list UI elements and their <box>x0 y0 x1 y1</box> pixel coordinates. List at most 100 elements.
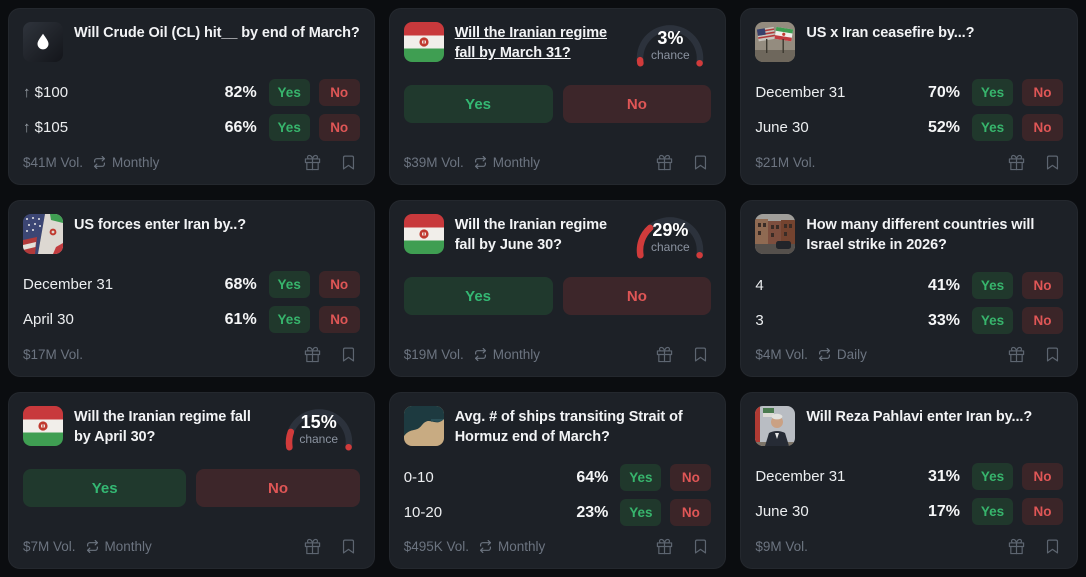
market-title[interactable]: Will Crude Oil (CL) hit__ by end of Marc… <box>74 25 360 41</box>
yes-button[interactable]: Yes <box>268 306 310 333</box>
gift-icon[interactable] <box>302 535 324 557</box>
market-title[interactable]: US forces enter Iran by..? <box>74 217 246 233</box>
card-header: Will Reza Pahlavi enter Iran by...? <box>755 406 1063 446</box>
market-title[interactable]: How many different countries will Israel… <box>806 217 1035 253</box>
bookmark-icon[interactable] <box>689 151 711 173</box>
market-title[interactable]: Will the Iranian regime fall by April 30… <box>74 409 251 445</box>
yes-button[interactable]: Yes <box>972 498 1013 525</box>
outcome-list: ↑ $100 82% Yes No ↑ $105 66% Yes No <box>23 75 360 145</box>
gift-icon[interactable] <box>653 151 675 173</box>
repeat-icon <box>818 347 831 361</box>
chance-gauge: 3% chance <box>629 20 711 68</box>
market-title[interactable]: Avg. # of ships transiting Strait of Hor… <box>454 409 683 445</box>
yes-button[interactable]: Yes <box>972 272 1013 299</box>
gift-icon[interactable] <box>1005 151 1027 173</box>
outcome-row: 3 33% Yes No <box>755 303 1063 338</box>
no-button[interactable]: No <box>1022 498 1063 525</box>
gift-icon[interactable] <box>1005 535 1027 557</box>
outcome-list: December 31 31% Yes No June 30 17% Yes N… <box>755 459 1063 529</box>
chance-gauge: 15% chance <box>278 404 360 452</box>
card-footer: $7M Vol. Monthly <box>23 535 360 557</box>
outcome-row: 4 41% Yes No <box>755 268 1063 303</box>
gift-icon[interactable] <box>302 151 324 173</box>
no-button[interactable]: No <box>1022 272 1063 299</box>
market-card-us-iran-ceasefire[interactable]: US x Iran ceasefire by...? December 31 7… <box>740 8 1078 185</box>
market-title[interactable]: Will Reza Pahlavi enter Iran by...? <box>806 409 1033 425</box>
gift-icon[interactable] <box>653 343 675 365</box>
no-button[interactable]: No <box>318 306 360 333</box>
gift-icon[interactable] <box>302 343 324 365</box>
no-button[interactable]: No <box>670 464 712 491</box>
market-card-crude-oil[interactable]: Will Crude Oil (CL) hit__ by end of Marc… <box>8 8 375 185</box>
outcome-probability: 33% <box>927 311 960 329</box>
up-arrow-icon: ↑ <box>23 119 31 136</box>
crossed-flags-icon <box>23 214 63 254</box>
market-card-reza-pahlavi[interactable]: Will Reza Pahlavi enter Iran by...? Dece… <box>740 392 1078 569</box>
volume-label: $39M Vol. <box>403 154 464 170</box>
outcome-row: June 30 52% Yes No <box>755 110 1063 145</box>
outcome-row: June 30 17% Yes No <box>755 494 1063 529</box>
outcome-probability: 17% <box>927 502 960 520</box>
market-card-iran-regime-march[interactable]: Will the Iranian regime fall by March 31… <box>388 8 727 185</box>
bookmark-icon[interactable] <box>338 535 360 557</box>
yes-button[interactable]: Yes <box>972 114 1013 141</box>
outcome-label: April 30 <box>23 311 74 328</box>
yes-button[interactable]: Yes <box>972 463 1013 490</box>
chance-percent: 3% <box>657 28 684 48</box>
yes-button[interactable]: Yes <box>23 469 187 507</box>
no-button[interactable]: No <box>318 114 360 141</box>
oil-drop-icon <box>23 22 63 62</box>
yes-button[interactable]: Yes <box>972 307 1013 334</box>
no-button[interactable]: No <box>1022 79 1063 106</box>
market-card-us-forces-iran[interactable]: US forces enter Iran by..? December 31 6… <box>8 200 375 377</box>
bookmark-icon[interactable] <box>1041 151 1063 173</box>
market-card-israel-strike-countries[interactable]: How many different countries will Israel… <box>740 200 1078 377</box>
no-button[interactable]: No <box>318 271 360 298</box>
yes-button[interactable]: Yes <box>268 114 310 141</box>
outcome-probability: 82% <box>224 83 257 101</box>
no-button[interactable]: No <box>1022 463 1063 490</box>
no-button[interactable]: No <box>562 85 712 123</box>
volume-label: $21M Vol. <box>755 154 816 170</box>
no-button[interactable]: No <box>1022 307 1063 334</box>
outcome-probability: 64% <box>576 468 609 486</box>
gift-icon[interactable] <box>653 535 675 557</box>
market-card-hormuz-ships[interactable]: Avg. # of ships transiting Strait of Hor… <box>388 392 727 569</box>
bookmark-icon[interactable] <box>338 151 360 173</box>
yes-button[interactable]: Yes <box>972 79 1013 106</box>
no-button[interactable]: No <box>670 499 712 526</box>
market-title[interactable]: Will the Iranian regime fall by March 31… <box>454 25 607 61</box>
yes-button[interactable]: Yes <box>403 85 553 123</box>
satellite-photo-icon <box>403 406 444 446</box>
card-header: Will Crude Oil (CL) hit__ by end of Marc… <box>23 22 360 62</box>
bookmark-icon[interactable] <box>689 343 711 365</box>
gift-icon[interactable] <box>1005 343 1027 365</box>
no-button[interactable]: No <box>1022 114 1063 141</box>
bookmark-icon[interactable] <box>689 535 711 557</box>
bookmark-icon[interactable] <box>1041 535 1063 557</box>
chance-percent: 15% <box>300 412 337 432</box>
repeat-icon <box>474 347 487 361</box>
volume-label: $19M Vol. <box>403 346 464 362</box>
market-title[interactable]: US x Iran ceasefire by...? <box>806 25 975 41</box>
outcome-label: 3 <box>755 312 764 329</box>
outcome-list: December 31 68% Yes No April 30 61% Yes … <box>23 267 360 337</box>
binary-buttons: Yes No <box>23 469 360 507</box>
no-button[interactable]: No <box>562 277 712 315</box>
market-card-iran-regime-june[interactable]: Will the Iranian regime fall by June 30?… <box>388 200 727 377</box>
no-button[interactable]: No <box>318 79 360 106</box>
market-card-iran-regime-april[interactable]: Will the Iranian regime fall by April 30… <box>8 392 375 569</box>
pahlavi-portrait-icon <box>755 406 796 446</box>
yes-button[interactable]: Yes <box>620 464 662 491</box>
card-header: How many different countries will Israel… <box>755 214 1063 255</box>
yes-button[interactable]: Yes <box>620 499 662 526</box>
yes-button[interactable]: Yes <box>268 271 310 298</box>
outcome-row: 10-20 23% Yes No <box>404 495 712 530</box>
bookmark-icon[interactable] <box>338 343 360 365</box>
yes-button[interactable]: Yes <box>403 277 553 315</box>
bookmark-icon[interactable] <box>1041 343 1063 365</box>
yes-button[interactable]: Yes <box>268 79 310 106</box>
no-button[interactable]: No <box>196 469 360 507</box>
market-title[interactable]: Will the Iranian regime fall by June 30? <box>454 217 607 253</box>
outcome-probability: 68% <box>224 275 257 293</box>
